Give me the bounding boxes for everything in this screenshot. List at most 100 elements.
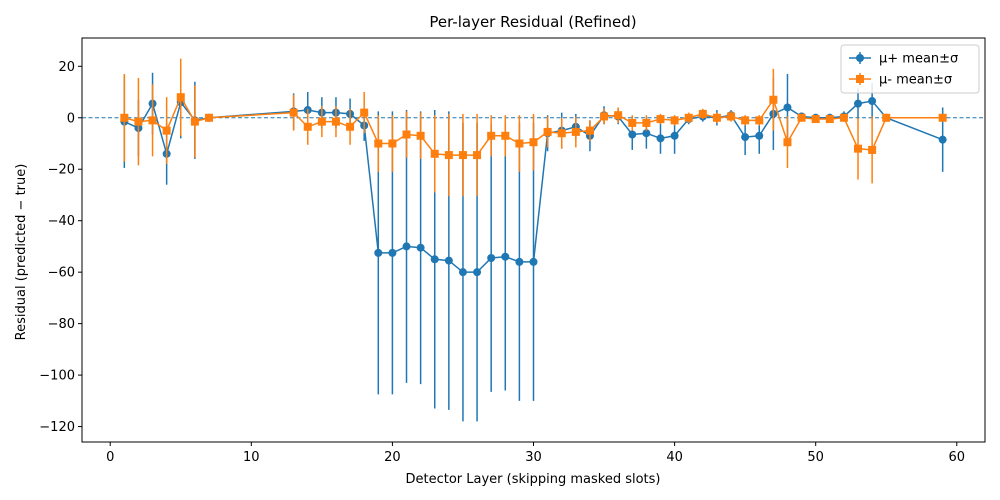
data-point — [515, 139, 524, 148]
data-point — [642, 118, 651, 127]
data-point — [473, 268, 482, 277]
data-point — [783, 103, 792, 112]
data-point — [388, 139, 397, 148]
plot-area — [82, 58, 985, 422]
data-point — [755, 116, 764, 125]
y-tick-label: −20 — [48, 163, 75, 178]
data-point — [684, 113, 693, 122]
legend-marker — [856, 75, 864, 83]
data-point — [727, 112, 736, 121]
legend-box — [840, 44, 980, 94]
data-point — [571, 127, 580, 136]
legend-label: μ- mean±σ — [879, 73, 952, 88]
data-point — [374, 248, 383, 257]
data-point — [303, 122, 312, 131]
data-point — [585, 126, 594, 135]
data-point — [120, 113, 129, 122]
data-point — [839, 113, 848, 122]
x-tick-label: 0 — [106, 450, 114, 465]
series-2 — [120, 58, 947, 197]
y-tick-label: −80 — [48, 317, 75, 332]
data-point — [938, 113, 947, 122]
data-point — [176, 93, 185, 102]
data-point — [741, 133, 750, 142]
data-point — [134, 117, 143, 126]
data-point — [346, 122, 355, 131]
data-point — [712, 113, 721, 122]
data-point — [642, 129, 651, 138]
data-point — [148, 116, 157, 125]
data-point — [515, 257, 524, 266]
y-axis-label: Residual (predicted − true) — [14, 164, 29, 341]
x-tick-label: 30 — [525, 450, 542, 465]
data-point — [868, 97, 877, 106]
data-point — [444, 256, 453, 265]
x-tick-label: 40 — [666, 450, 683, 465]
data-point — [360, 108, 369, 117]
data-point — [769, 95, 778, 104]
y-tick-label: −120 — [39, 420, 75, 435]
data-point — [670, 131, 679, 140]
data-point — [473, 151, 482, 160]
data-point — [190, 117, 199, 126]
data-point — [416, 131, 425, 140]
data-point — [882, 113, 891, 122]
legend-entry-2: μ- mean±σ — [849, 73, 952, 88]
x-tick-label: 20 — [384, 450, 401, 465]
x-axis-label: Detector Layer (skipping masked slots) — [405, 472, 660, 487]
data-point — [162, 126, 171, 135]
legend-entry-1: μ+ mean±σ — [849, 52, 958, 67]
chart-title: Per-layer Residual (Refined) — [429, 13, 636, 31]
data-point — [614, 111, 623, 120]
data-point — [811, 115, 820, 124]
data-point — [938, 135, 947, 144]
data-point — [317, 117, 326, 126]
data-point — [331, 117, 340, 126]
data-point — [543, 127, 552, 136]
data-point — [458, 151, 467, 160]
x-tick-label: 60 — [949, 450, 966, 465]
data-point — [783, 138, 792, 147]
data-point — [402, 242, 411, 251]
data-point — [557, 129, 566, 138]
legend-label: μ+ mean±σ — [879, 52, 958, 67]
data-point — [741, 116, 750, 125]
data-point — [854, 99, 863, 108]
x-tick-label: 10 — [243, 450, 260, 465]
data-point — [797, 113, 806, 122]
data-point — [656, 115, 665, 124]
data-point — [600, 112, 609, 121]
data-point — [825, 115, 834, 124]
y-tick-label: −40 — [48, 214, 75, 229]
data-point — [868, 145, 877, 154]
data-point — [628, 130, 637, 139]
data-point — [670, 116, 679, 125]
data-point — [487, 131, 496, 140]
data-point — [444, 151, 453, 160]
y-tick-label: −100 — [39, 369, 75, 384]
legend: μ+ mean±σ μ- mean±σ — [840, 44, 980, 94]
data-point — [656, 134, 665, 143]
y-tick-label: 20 — [58, 60, 75, 75]
data-point — [388, 248, 397, 257]
data-point — [374, 139, 383, 148]
data-point — [430, 149, 439, 158]
data-point — [430, 255, 439, 264]
data-point — [487, 254, 496, 263]
data-point — [628, 118, 637, 127]
data-point — [289, 108, 298, 117]
x-tick-label: 50 — [807, 450, 824, 465]
y-tick-label: 0 — [67, 111, 75, 126]
data-point — [501, 252, 510, 261]
data-point — [458, 268, 467, 277]
y-tick-label: −60 — [48, 266, 75, 281]
data-point — [755, 131, 764, 140]
legend-marker — [856, 54, 864, 62]
data-point — [529, 257, 538, 266]
axes: 0 10 20 30 40 50 60 −120 −100 −80 −60 −40 −20 0 20 — [39, 37, 986, 465]
data-point — [416, 243, 425, 252]
data-point — [501, 131, 510, 140]
data-point — [204, 113, 213, 122]
data-point — [698, 109, 707, 118]
